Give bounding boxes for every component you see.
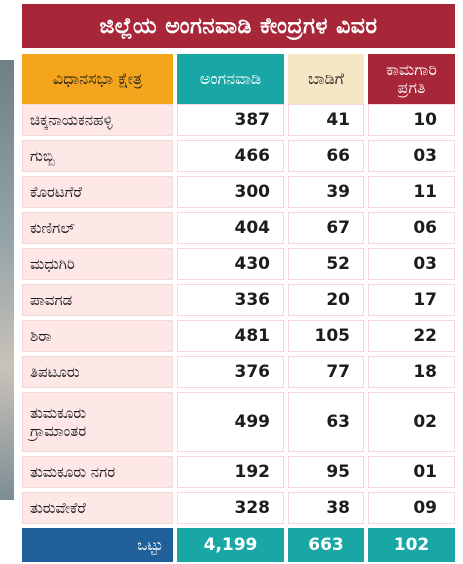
table-row: ತುಮಕೂರು ನಗರ 192 95 01 — [22, 454, 455, 492]
constituency-name: ತುರುವೇಕೆರೆ — [22, 490, 177, 528]
rent-count: 39 — [286, 174, 368, 212]
table-row: ಕುಣಿಗಲ್ 404 67 06 — [22, 210, 455, 248]
anganwadi-count: 387 — [175, 104, 288, 140]
rent-count: 67 — [286, 210, 368, 248]
anganwadi-count: 300 — [175, 174, 288, 212]
anganwadi-count: 481 — [175, 318, 288, 356]
total-rent: 663 — [286, 526, 368, 562]
work-progress-count: 01 — [366, 454, 455, 492]
rent-count: 105 — [286, 318, 368, 356]
table-row: ಶಿರಾ 481 105 22 — [22, 318, 455, 356]
constituency-name-line1: ತುಮಕೂರು — [30, 404, 87, 422]
work-progress-count: 10 — [366, 104, 455, 140]
infographic-card: ಜಿಲ್ಲೆಯ ಅಂಗನವಾಡಿ ಕೇಂದ್ರಗಳ ವಿವರ ವಿಧಾನಸಭಾ … — [22, 4, 455, 562]
constituency-name: ಗುಬ್ಬಿ — [22, 138, 177, 176]
work-progress-count: 09 — [366, 490, 455, 528]
anganwadi-count: 192 — [175, 454, 288, 492]
constituency-name: ಕುಣಿಗಲ್ — [22, 210, 177, 248]
work-progress-count: 18 — [366, 354, 455, 392]
constituency-name: ಪಾವಗಡ — [22, 282, 177, 320]
table-row: ಚಿಕ್ಕನಾಯಕನಹಳ್ಳಿ 387 41 10 — [22, 104, 455, 140]
total-label: ಒಟ್ಟು — [22, 526, 177, 562]
table-row: ತಿಪಟೂರು 376 77 18 — [22, 354, 455, 392]
anganwadi-count: 376 — [175, 354, 288, 392]
work-progress-count: 03 — [366, 246, 455, 284]
table-row: ಪಾವಗಡ 336 20 17 — [22, 282, 455, 320]
constituency-name: ಶಿರಾ — [22, 318, 177, 356]
header-rent: ಬಾಡಿಗೆ — [286, 54, 368, 104]
total-row: ಒಟ್ಟು 4,199 663 102 — [22, 526, 455, 562]
header-work-line2: ಪ್ರಗತಿ — [397, 78, 426, 97]
constituency-name: ಕೊರಟಗೆರೆ — [22, 174, 177, 212]
total-work-progress: 102 — [366, 526, 455, 562]
anganwadi-count: 466 — [175, 138, 288, 176]
anganwadi-count: 336 — [175, 282, 288, 320]
rent-count: 41 — [286, 104, 368, 140]
rent-count: 20 — [286, 282, 368, 320]
table-row: ತುಮಕೂರು ಗ್ರಾಮಾಂತರ 499 63 02 — [22, 390, 455, 456]
work-progress-count: 11 — [366, 174, 455, 212]
constituency-name-line2: ಗ್ರಾಮಾಂತರ — [30, 422, 87, 440]
anganwadi-count: 499 — [175, 390, 288, 456]
constituency-name: ತುಮಕೂರು ಗ್ರಾಮಾಂತರ — [22, 390, 177, 456]
work-progress-count: 02 — [366, 390, 455, 456]
rent-count: 38 — [286, 490, 368, 528]
anganwadi-table: ವಿಧಾನಸಭಾ ಕ್ಷೇತ್ರ ಅಂಗನವಾಡಿ ಬಾಡಿಗೆ ಕಾಮಗಾರಿ… — [22, 54, 455, 562]
anganwadi-count: 430 — [175, 246, 288, 284]
header-anganwadi: ಅಂಗನವಾಡಿ — [175, 54, 288, 104]
page-title: ಜಿಲ್ಲೆಯ ಅಂಗನವಾಡಿ ಕೇಂದ್ರಗಳ ವಿವರ — [22, 4, 455, 48]
work-progress-count: 17 — [366, 282, 455, 320]
work-progress-count: 22 — [366, 318, 455, 356]
header-work-line1: ಕಾಮಗಾರಿ — [386, 59, 437, 79]
table-row: ತುರುವೇಕೆರೆ 328 38 09 — [22, 490, 455, 528]
constituency-name: ತಿಪಟೂರು — [22, 354, 177, 392]
table-header-row: ವಿಧಾನಸಭಾ ಕ್ಷೇತ್ರ ಅಂಗನವಾಡಿ ಬಾಡಿಗೆ ಕಾಮಗಾರಿ… — [22, 54, 455, 104]
anganwadi-count: 404 — [175, 210, 288, 248]
table-row: ಮಧುಗಿರಿ 430 52 03 — [22, 246, 455, 284]
table-row: ಗುಬ್ಬಿ 466 66 03 — [22, 138, 455, 176]
constituency-name: ತುಮಕೂರು ನಗರ — [22, 454, 177, 492]
anganwadi-count: 328 — [175, 490, 288, 528]
table-row: ಕೊರಟಗೆರೆ 300 39 11 — [22, 174, 455, 212]
rent-count: 66 — [286, 138, 368, 176]
constituency-name: ಮಧುಗಿರಿ — [22, 246, 177, 284]
constituency-name: ಚಿಕ್ಕನಾಯಕನಹಳ್ಳಿ — [22, 104, 177, 140]
work-progress-count: 03 — [366, 138, 455, 176]
header-constituency: ವಿಧಾನಸಭಾ ಕ್ಷೇತ್ರ — [22, 54, 177, 104]
rent-count: 52 — [286, 246, 368, 284]
work-progress-count: 06 — [366, 210, 455, 248]
header-work-progress: ಕಾಮಗಾರಿ ಪ್ರಗತಿ — [366, 54, 455, 104]
total-anganwadi: 4,199 — [175, 526, 288, 562]
background-photo-strip — [0, 60, 14, 500]
rent-count: 63 — [286, 390, 368, 456]
rent-count: 95 — [286, 454, 368, 492]
rent-count: 77 — [286, 354, 368, 392]
